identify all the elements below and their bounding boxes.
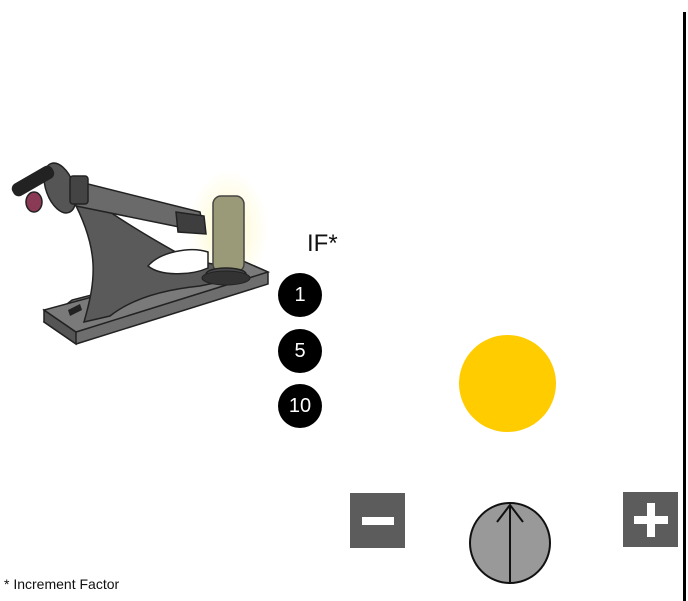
plus-icon	[633, 502, 668, 537]
increment-factor-label: IF*	[307, 230, 338, 257]
increment-factor-10-button[interactable]: 10	[278, 384, 322, 428]
right-edge-line	[683, 12, 686, 601]
increment-factor-footnote: * Increment Factor	[4, 576, 120, 592]
adjustment-knob[interactable]	[467, 500, 553, 586]
increase-button[interactable]	[623, 492, 678, 547]
increment-factor-5-button[interactable]: 5	[278, 329, 322, 373]
minus-icon	[361, 516, 394, 525]
arrow-up-icon	[496, 503, 524, 583]
light-indicator	[459, 335, 556, 432]
refractometer-illustration	[11, 162, 271, 346]
increment-factor-1-button[interactable]: 1	[278, 273, 322, 317]
decrease-button[interactable]	[350, 493, 405, 548]
